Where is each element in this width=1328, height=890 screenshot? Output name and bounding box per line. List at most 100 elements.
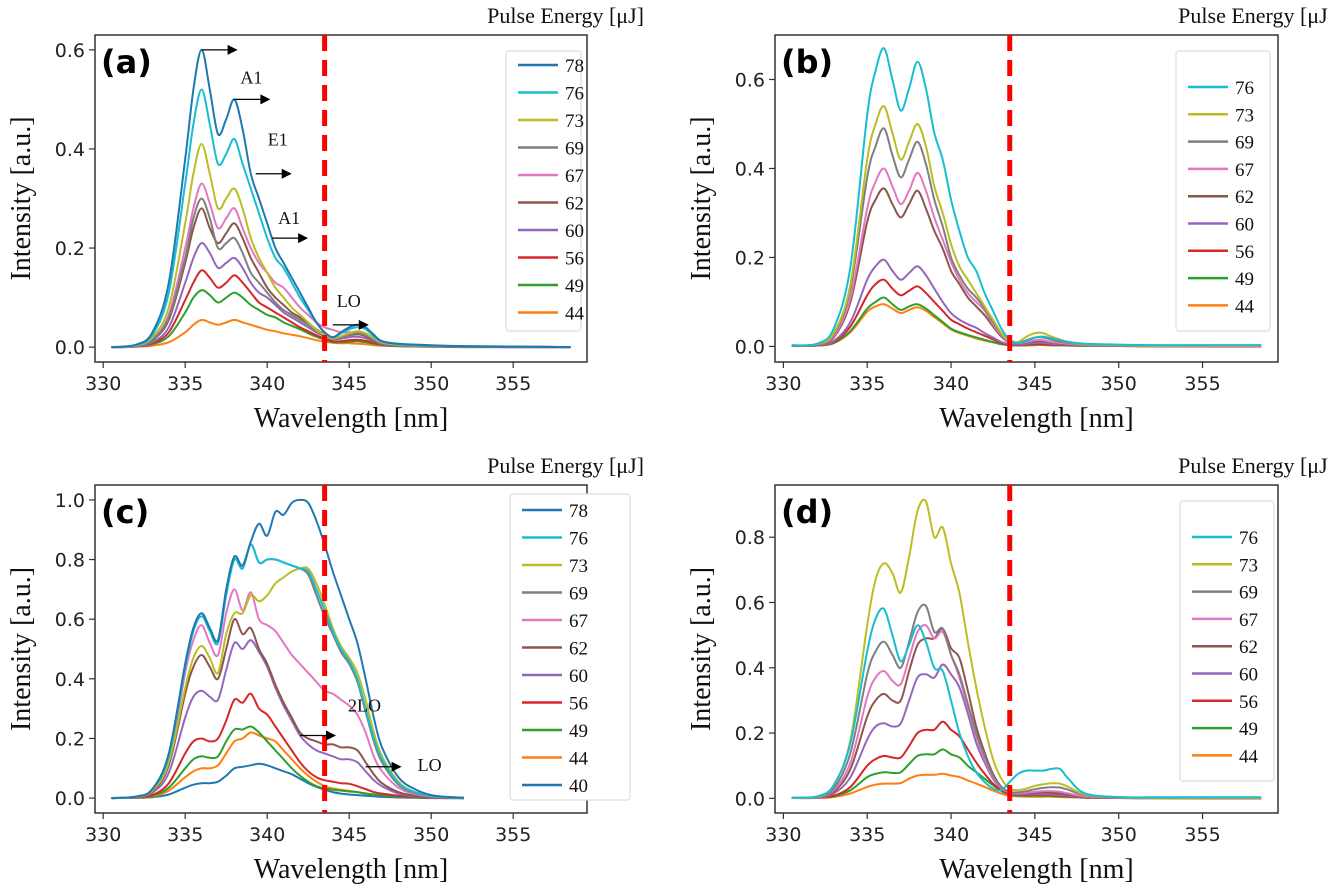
legend-label: 44 bbox=[569, 749, 589, 770]
arrow-head-icon bbox=[358, 319, 369, 330]
x-tick-label: 355 bbox=[495, 824, 531, 846]
legend-label: 60 bbox=[1235, 215, 1254, 236]
y-tick-label: 0.2 bbox=[735, 247, 765, 269]
y-tick-label: 0.4 bbox=[55, 669, 85, 691]
series-line-73 bbox=[111, 143, 571, 349]
legend-label: 56 bbox=[1235, 242, 1254, 263]
x-tick-label: 335 bbox=[167, 373, 203, 395]
annotation-label: 2LO bbox=[348, 695, 381, 715]
x-tick-label: 355 bbox=[1184, 824, 1220, 846]
x-tick-label: 330 bbox=[765, 373, 801, 395]
x-tick-label: 350 bbox=[413, 373, 449, 395]
legend-label: 69 bbox=[569, 584, 588, 605]
legend-title: Pulse Energy [μJ] bbox=[1178, 453, 1328, 478]
legend-label: 40 bbox=[569, 776, 588, 797]
legend-label: 76 bbox=[1235, 78, 1254, 99]
x-tick-label: 355 bbox=[1184, 373, 1220, 395]
y-tick-label: 0.2 bbox=[735, 723, 765, 745]
x-tick-label: 335 bbox=[849, 824, 885, 846]
legend-label: 62 bbox=[565, 194, 584, 215]
series-line-69 bbox=[791, 603, 1262, 799]
legend-title: Pulse Energy [μJ] bbox=[1178, 3, 1328, 28]
y-tick-label: 0.6 bbox=[735, 592, 765, 614]
annotation: LO bbox=[332, 291, 369, 330]
legend-label: 49 bbox=[1239, 719, 1258, 740]
legend-label: 56 bbox=[569, 694, 588, 715]
annotation: E1 bbox=[255, 130, 292, 179]
y-tick-label: 0.4 bbox=[735, 658, 765, 680]
y-tick-label: 0.6 bbox=[735, 69, 765, 91]
legend-label: 60 bbox=[1239, 665, 1258, 686]
y-axis-label: Intensity [a.u.] bbox=[686, 567, 717, 731]
legend-label: 49 bbox=[565, 276, 584, 297]
series-group bbox=[791, 47, 1262, 348]
legend-box bbox=[509, 493, 631, 801]
legend-label: 76 bbox=[569, 529, 588, 550]
panel-label: (a) bbox=[101, 43, 152, 81]
y-tick-label: 0.0 bbox=[735, 336, 765, 358]
panel-label: (d) bbox=[781, 493, 833, 531]
annotation-label: A1 bbox=[240, 67, 262, 87]
panel-label: (c) bbox=[101, 493, 149, 531]
y-tick-label: 0.2 bbox=[55, 238, 85, 260]
series-group bbox=[791, 498, 1262, 800]
legend-label: 67 bbox=[569, 611, 588, 632]
series-line-73 bbox=[791, 498, 1262, 799]
x-tick-label: 340 bbox=[249, 373, 285, 395]
y-tick-label: 0.8 bbox=[735, 527, 765, 549]
legend-label: 78 bbox=[565, 56, 584, 77]
legend-label: 60 bbox=[565, 221, 584, 242]
arrow-head-icon bbox=[260, 94, 271, 105]
series-line-56 bbox=[111, 692, 465, 800]
y-tick-label: 0.6 bbox=[55, 40, 85, 62]
legend-label: 69 bbox=[1235, 133, 1254, 154]
series-line-76 bbox=[791, 47, 1262, 347]
chart-panel-d: 0.0 0.2 0.4 0.6 0.8 330 335 340 345 350 355 Wavelen… bbox=[686, 453, 1328, 885]
legend-label: 49 bbox=[1235, 269, 1254, 290]
y-axis-label: Intensity [a.u.] bbox=[686, 116, 717, 280]
legend-label: 67 bbox=[1235, 160, 1254, 181]
y-tick-label: 0.0 bbox=[735, 788, 765, 810]
arrow-head-icon bbox=[281, 168, 292, 179]
series-group bbox=[111, 48, 571, 349]
y-tick-label: 1.0 bbox=[55, 490, 85, 512]
legend-label: 62 bbox=[1235, 187, 1254, 208]
x-axis-label: Wavelength [nm] bbox=[254, 403, 448, 434]
series-line-76 bbox=[791, 607, 1262, 799]
annotation: LO bbox=[196, 0, 238, 55]
x-axis-label: Wavelength [nm] bbox=[254, 854, 448, 885]
x-tick-label: 350 bbox=[413, 824, 449, 846]
x-tick-label: 345 bbox=[331, 824, 367, 846]
series-line-60 bbox=[791, 663, 1262, 800]
series-group bbox=[111, 498, 465, 800]
arrow-head-icon bbox=[326, 730, 336, 741]
chart-panel-a: 0.0 0.2 0.4 0.6 330 335 340 345 350 355 Wavelength… bbox=[6, 0, 644, 434]
legend-label: 62 bbox=[569, 639, 588, 660]
x-tick-label: 330 bbox=[85, 824, 121, 846]
x-tick-label: 330 bbox=[765, 824, 801, 846]
legend-label: 73 bbox=[569, 556, 588, 577]
series-line-60 bbox=[111, 639, 465, 800]
series-line-76 bbox=[111, 543, 465, 800]
series-line-62 bbox=[111, 618, 465, 800]
series-line-67 bbox=[111, 588, 465, 800]
legend-label: 56 bbox=[565, 249, 584, 270]
y-tick-label: 0.2 bbox=[55, 728, 85, 750]
x-tick-label: 350 bbox=[1101, 373, 1137, 395]
legend: 78 76 73 69 67 62 60 56 49 44 40 bbox=[509, 493, 631, 801]
series-line-78 bbox=[111, 48, 571, 349]
legend-label: 69 bbox=[1239, 583, 1258, 604]
series-line-73 bbox=[111, 566, 465, 800]
y-tick-label: 0.6 bbox=[55, 609, 85, 631]
legend-label: 62 bbox=[1239, 637, 1258, 658]
annotation: 2LO bbox=[300, 695, 381, 741]
series-line-69 bbox=[791, 127, 1262, 347]
series-line-67 bbox=[791, 167, 1262, 348]
legend: 76 73 69 67 62 60 56 49 44 bbox=[1179, 500, 1275, 782]
x-tick-label: 335 bbox=[849, 373, 885, 395]
series-line-49 bbox=[111, 725, 464, 800]
x-tick-label: 350 bbox=[1101, 824, 1137, 846]
legend-label: 78 bbox=[569, 501, 588, 522]
y-axis-label: Intensity [a.u.] bbox=[6, 116, 37, 280]
